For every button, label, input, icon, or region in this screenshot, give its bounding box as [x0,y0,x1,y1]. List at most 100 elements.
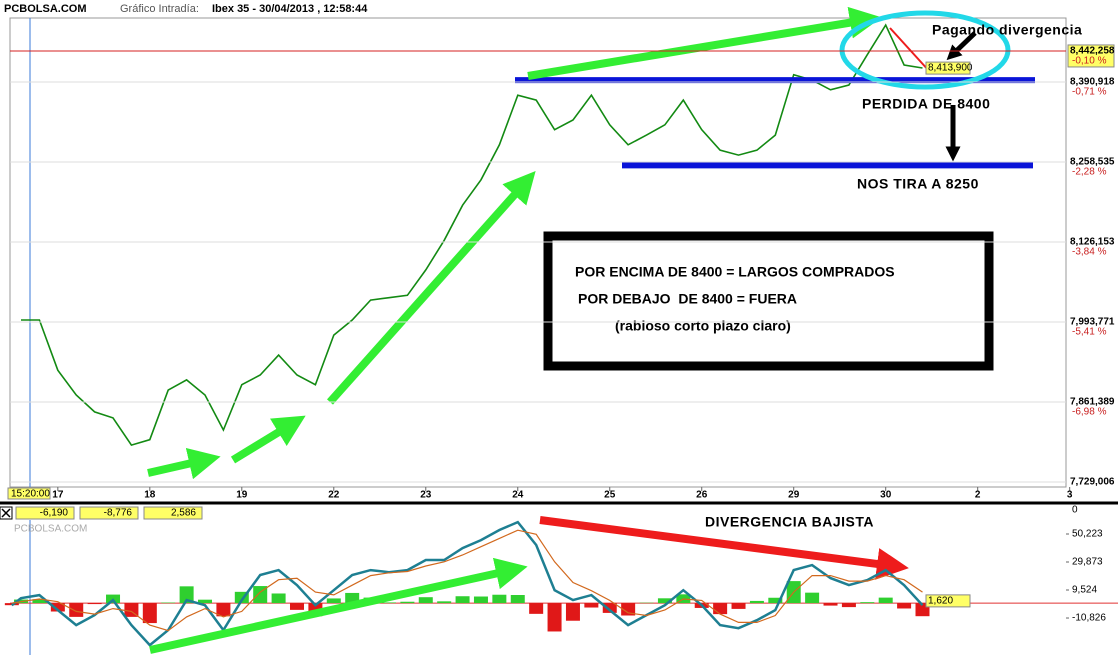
note-line: POR DEBAJO DE 8400 = FUERA [578,291,797,307]
x-tick-label: 3 [1067,490,1073,501]
arrow [149,557,528,654]
y-tick-label: 7,729,006 [1070,477,1115,488]
y-tick-label: -10,826 [1072,613,1106,624]
y-tick-label: 50,223 [1072,529,1103,540]
histogram-bar [381,602,396,604]
histogram-bar [271,593,286,604]
histogram-bar [179,586,194,604]
x-tick-label: 30 [880,490,892,501]
histogram-bar [473,596,488,604]
x-tick-label: 17 [52,490,64,501]
price-box [1067,44,1115,68]
histogram-bar [731,603,746,609]
y-tick-label: 7,861,389 [1070,397,1115,408]
histogram-bar [565,603,580,621]
last-value-label: 1,620 [928,596,953,607]
chart-label: Gráfico Intradía: [120,3,199,15]
histogram-bar [32,599,47,604]
x-tick-label: 19 [236,490,248,501]
x-tick-label: 24 [512,490,524,501]
histogram-bar [418,597,433,604]
readout-box [79,506,139,520]
y-tick-change: -0,10 % [1072,56,1107,67]
last-price-label: 8,413,900 [928,63,973,74]
last-time: 15:20:00 [11,489,50,500]
x-tick-label: 25 [604,490,616,501]
x-tick-label: 23 [420,490,432,501]
histogram-bar [161,602,176,604]
histogram-bar [860,602,875,604]
annotation: PERDIDA DE 8400 [862,96,990,112]
y-tick-label: 8,442,258 [1070,46,1115,57]
annotation: NOS TIRA A 8250 [857,176,979,192]
y-tick-label: 8,390,918 [1070,77,1115,88]
arrow [527,6,882,80]
histogram-bar [584,603,599,608]
y-tick-label: 9,524 [1072,585,1097,596]
last-value-box [925,594,971,608]
arrow [147,447,221,480]
histogram-bar [87,603,102,605]
x-tick-label: 2 [975,490,981,501]
x-tick-label: 22 [328,490,340,501]
histogram-bar [602,603,617,613]
y-tick-label: 29,873 [1072,557,1103,568]
y-tick-change: -6,98 % [1072,407,1107,418]
y-tick-label: 8,258,535 [1070,157,1115,168]
y-tick-change: -5,41 % [1072,327,1107,338]
histogram-bar [289,603,304,610]
histogram-bar [897,603,912,609]
histogram-bar [142,603,157,624]
histogram-bar [455,596,470,604]
trend-line [889,27,931,73]
arrow [327,171,536,405]
readout-value: -8,776 [104,508,133,519]
plot-frame [9,17,1067,488]
histogram-bar [713,603,728,615]
price-panel [9,17,1067,488]
x-tick-label: 18 [144,490,156,501]
histogram-bar [805,592,820,604]
note-line: (rabioso corto plazo claro) [615,318,791,334]
y-tick-label: 8,126,153 [1070,237,1115,248]
histogram-bar [50,603,65,612]
histogram-bar [657,598,672,604]
note-line: POR ENCIMA DE 8400 = LARGOS COMPRADOS [575,264,895,280]
histogram-bar [326,598,341,604]
histogram-bar [823,603,838,606]
histogram-bar [768,597,783,604]
site-name: PCBOLSA.COM [4,3,87,15]
readout-value: -6,190 [40,508,69,519]
histogram-bar [621,603,636,616]
y-tick-label: 7,993,771 [1070,317,1115,328]
note-box [543,231,994,371]
last-price-box [925,61,971,75]
histogram-bar [69,603,84,617]
histogram-bar [216,603,231,617]
y-tick-change: -3,84 % [1072,247,1107,258]
readout-box [143,506,203,520]
readout-value: 2,586 [171,508,196,519]
arrow [539,516,909,580]
readout-box [15,506,75,520]
histogram-bar [547,603,562,632]
histogram-bar [749,600,764,604]
y-tick-change: -0,71 % [1072,87,1107,98]
x-tick-label: 26 [696,490,708,501]
top-label: 0 [1072,505,1078,516]
time-box [7,487,51,500]
watermark: PCBOLSA.COM [14,524,87,535]
macd-line [11,520,924,647]
y-tick-change: -2,28 % [1072,167,1107,178]
highlight-ellipse [839,10,1011,90]
arrow [230,415,306,464]
histogram-bar [510,595,525,604]
instrument: Ibex 35 - 30/04/2013 , 12:58:44 [212,3,368,15]
annotation: DIVERGENCIA BAJISTA [705,514,874,530]
histogram-bar [345,592,360,604]
histogram-bar [878,597,893,604]
annotation: Pagando divergencia [932,22,1082,38]
histogram-bar [400,601,415,604]
price-line [21,23,923,447]
